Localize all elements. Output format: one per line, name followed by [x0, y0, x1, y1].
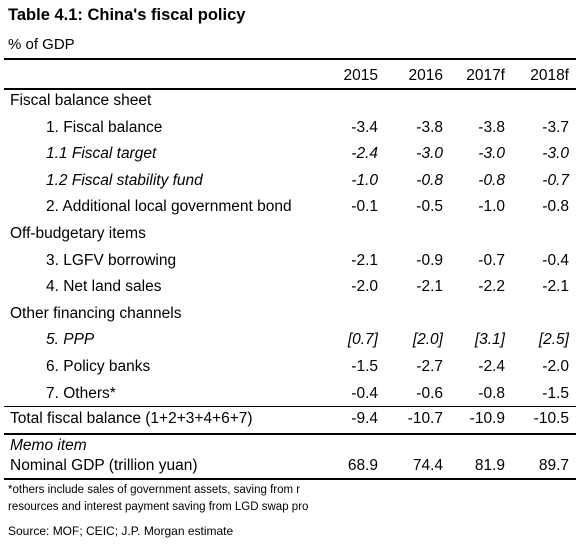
- value-cell-2015: -1.0: [351, 171, 378, 189]
- value-cell-2016: [2.0]: [412, 331, 443, 349]
- rule-before-total: [4, 406, 576, 407]
- value-cell-2016: -0.9: [416, 251, 443, 269]
- table-row: 2. Additional local government bond -0.1 -…: [0, 197, 576, 223]
- row-label: 6. Policy banks: [46, 358, 151, 375]
- value-cell-2018f: -0.4: [542, 251, 569, 269]
- value-cell-2018f: -2.0: [542, 358, 569, 375]
- table-unit: % of GDP: [8, 36, 75, 53]
- table-row: 1. Fiscal balance -3.4 -3.8 -3.8 -3.7: [0, 118, 576, 144]
- total-label: Total fiscal balance (1+2+3+4+6+7): [10, 410, 253, 427]
- value-cell-2017f: -3.8: [478, 118, 505, 136]
- value-cell-2016: -0.6: [416, 384, 443, 402]
- rule-memo: [4, 433, 576, 435]
- gdp-2017f: 81.9: [474, 457, 505, 474]
- total-2017f: -10.9: [469, 410, 505, 427]
- table-row: 5. PPP [0.7] [2.0] [3.1] [2.5]: [0, 330, 576, 356]
- value-cell-2015: -2.1: [351, 251, 378, 269]
- value-cell-2018f: -0.8: [542, 198, 569, 216]
- table-row: 1.2 Fiscal stability fund -1.0 -0.8 -0.8 -0.…: [0, 171, 576, 197]
- rule-top: [4, 58, 576, 60]
- value-cell-2015: [0.7]: [347, 331, 378, 349]
- col-header-2018f: 2018f: [530, 67, 569, 84]
- section-label: Other financing channels: [10, 304, 182, 322]
- section-header-row: Off-budgetary items: [0, 224, 576, 250]
- table-row: 1.1 Fiscal target -2.4 -3.0 -3.0 -3.0: [0, 144, 576, 170]
- value-cell-2015: -1.5: [351, 358, 378, 375]
- value-cell-2018f: [2.5]: [538, 331, 569, 349]
- value-cell-2017f: -0.8: [478, 171, 505, 189]
- col-header-2017f: 2017f: [466, 67, 505, 84]
- section-header-row: Other financing channels: [0, 304, 576, 330]
- value-cell-2018f: -3.0: [542, 145, 569, 163]
- footnote-line-2: resources and interest payment saving fr…: [8, 501, 309, 513]
- value-cell-2016: -0.8: [416, 171, 443, 189]
- value-cell-2016: -2.1: [416, 278, 443, 296]
- value-cell-2017f: -2.4: [478, 358, 505, 375]
- source-note: Source: MOF; CEIC; J.P. Morgan estimate: [8, 524, 234, 538]
- table-row: 6. Policy banks -1.5 -2.7 -2.4 -2.0: [0, 357, 576, 383]
- value-cell-2017f: -0.7: [478, 251, 505, 269]
- value-cell-2015: -2.4: [351, 145, 378, 163]
- memo-row: Memo item: [0, 436, 576, 462]
- table-title: Table 4.1: China's fiscal policy: [8, 6, 246, 24]
- memo-label: Memo item: [10, 437, 87, 454]
- row-label: 7. Others*: [46, 384, 116, 402]
- gdp-2018f: 89.7: [538, 457, 569, 474]
- header-row: 2015 2016 2017f 2018f: [0, 66, 576, 92]
- value-cell-2018f: -1.5: [542, 384, 569, 402]
- table-row: 4. Net land sales -2.0 -2.1 -2.2 -2.1: [0, 277, 576, 303]
- value-cell-2015: -0.4: [351, 384, 378, 402]
- value-cell-2015: -0.1: [351, 198, 378, 216]
- gdp-2016: 74.4: [412, 457, 443, 474]
- col-header-2015: 2015: [343, 67, 378, 84]
- row-label: 4. Net land sales: [46, 278, 162, 296]
- value-cell-2016: -3.0: [416, 145, 443, 163]
- total-2015: -9.4: [351, 410, 378, 427]
- row-label: 3. LGFV borrowing: [46, 251, 177, 269]
- value-cell-2017f: -3.0: [478, 145, 505, 163]
- section-label: Off-budgetary items: [10, 225, 146, 242]
- row-label: 5. PPP: [46, 331, 95, 349]
- gdp-row: Nominal GDP (trillion yuan) 68.9 74.4 81…: [0, 456, 576, 482]
- value-cell-2016: -0.5: [416, 198, 443, 216]
- section-label: Fiscal balance sheet: [10, 92, 152, 109]
- rule-header: [4, 88, 576, 90]
- value-cell-2017f: -2.2: [478, 278, 505, 296]
- value-cell-2015: -3.4: [351, 118, 378, 136]
- row-label: 1.1 Fiscal target: [46, 145, 157, 163]
- footnote-line-1: *others include sales of government asse…: [8, 484, 301, 496]
- value-cell-2015: -2.0: [351, 278, 378, 296]
- total-row: Total fiscal balance (1+2+3+4+6+7) -9.4 …: [0, 409, 576, 435]
- section-header-row: Fiscal balance sheet: [0, 91, 576, 117]
- row-label: 1.2 Fiscal stability fund: [46, 171, 203, 189]
- value-cell-2017f: [3.1]: [474, 331, 505, 349]
- value-cell-2018f: -0.7: [542, 171, 569, 189]
- gdp-2015: 68.9: [347, 457, 378, 474]
- total-2018f: -10.5: [533, 410, 569, 427]
- rule-bottom: [4, 478, 576, 480]
- col-header-2016: 2016: [408, 67, 443, 84]
- total-2016: -10.7: [407, 410, 443, 427]
- table-row: 3. LGFV borrowing -2.1 -0.9 -0.7 -0.4: [0, 251, 576, 277]
- table-row: 7. Others* -0.4 -0.6 -0.8 -1.5: [0, 384, 576, 410]
- value-cell-2017f: -1.0: [478, 198, 505, 216]
- value-cell-2016: -3.8: [416, 118, 443, 136]
- value-cell-2016: -2.7: [416, 358, 443, 375]
- gdp-label: Nominal GDP (trillion yuan): [10, 457, 198, 474]
- row-label: 2. Additional local government bond: [46, 198, 292, 216]
- value-cell-2017f: -0.8: [478, 384, 505, 402]
- value-cell-2018f: -3.7: [542, 118, 569, 136]
- row-label: 1. Fiscal balance: [46, 118, 163, 136]
- value-cell-2018f: -2.1: [542, 278, 569, 296]
